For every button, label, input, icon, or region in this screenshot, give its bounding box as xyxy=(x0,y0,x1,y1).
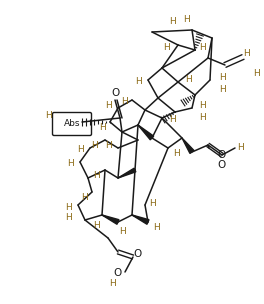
Text: H: H xyxy=(219,85,225,95)
Text: H: H xyxy=(94,171,100,179)
Text: H: H xyxy=(237,143,243,153)
Text: H: H xyxy=(163,43,169,51)
Text: H: H xyxy=(185,75,191,85)
Polygon shape xyxy=(102,215,119,224)
Text: H: H xyxy=(150,199,156,208)
Text: H: H xyxy=(199,113,205,123)
Text: H: H xyxy=(105,102,111,110)
Text: H: H xyxy=(153,223,159,232)
Text: H: H xyxy=(110,278,116,288)
Text: H: H xyxy=(67,160,73,168)
Text: H: H xyxy=(169,116,175,125)
Text: Abs: Abs xyxy=(64,119,80,129)
Text: H: H xyxy=(81,192,87,202)
Text: H: H xyxy=(200,43,206,53)
Text: H: H xyxy=(244,49,250,57)
FancyBboxPatch shape xyxy=(53,112,92,136)
Polygon shape xyxy=(132,215,149,224)
Text: H: H xyxy=(121,98,127,106)
Text: O: O xyxy=(134,249,142,259)
Polygon shape xyxy=(182,138,194,154)
Text: H: H xyxy=(253,70,259,78)
Text: H: H xyxy=(219,74,225,82)
Text: H: H xyxy=(183,16,189,25)
Text: H: H xyxy=(173,148,179,157)
Polygon shape xyxy=(118,168,136,178)
Text: H: H xyxy=(199,102,205,110)
Text: O: O xyxy=(218,160,226,170)
Text: H: H xyxy=(169,16,175,26)
Text: H: H xyxy=(105,141,111,150)
Text: O: O xyxy=(218,150,226,160)
Text: O: O xyxy=(111,88,119,98)
Text: O: O xyxy=(114,268,122,278)
Text: H: H xyxy=(77,146,83,154)
Text: H: H xyxy=(99,123,105,132)
Text: H: H xyxy=(65,203,71,212)
Text: H: H xyxy=(94,220,100,230)
Text: H: H xyxy=(92,140,98,150)
Polygon shape xyxy=(138,125,154,140)
Text: H: H xyxy=(120,227,126,237)
Text: H: H xyxy=(45,112,51,120)
Text: H: H xyxy=(135,78,142,87)
Text: H: H xyxy=(65,212,71,222)
